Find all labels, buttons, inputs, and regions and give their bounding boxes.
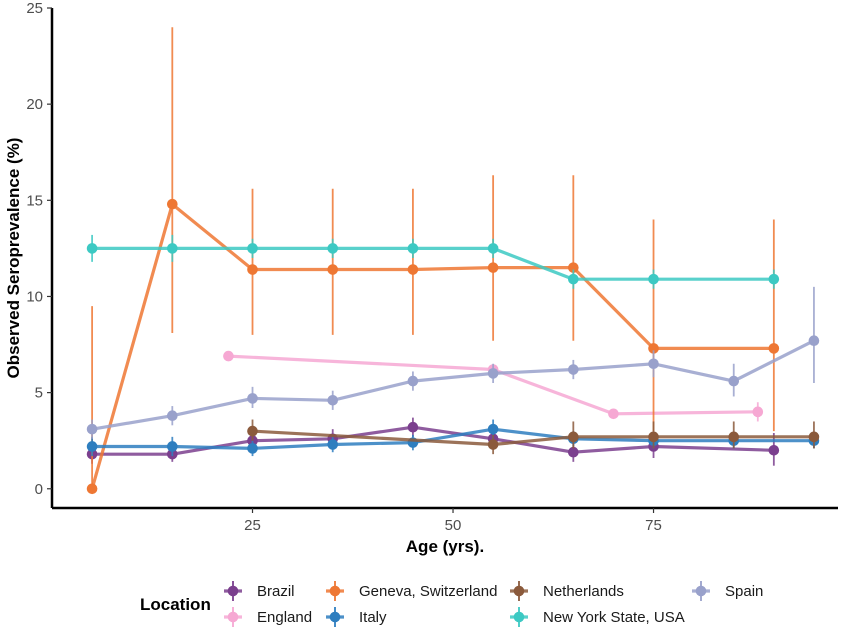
series-line — [92, 427, 814, 450]
y-tick-label: 20 — [26, 96, 43, 113]
data-point — [86, 441, 98, 452]
data-point — [223, 350, 234, 362]
data-point — [568, 262, 579, 273]
data-point — [728, 431, 740, 443]
data-point — [407, 264, 419, 275]
data-point — [752, 406, 764, 418]
x-tick-label: 50 — [445, 517, 462, 534]
data-point — [247, 393, 258, 404]
series-line — [228, 354, 758, 416]
data-point — [247, 243, 258, 254]
data-point — [327, 243, 339, 254]
series-5 — [86, 234, 780, 289]
data-point — [728, 375, 740, 387]
data-point — [568, 273, 579, 285]
data-point — [487, 368, 499, 379]
series-line — [92, 246, 774, 281]
y-tick-label: 0 — [35, 481, 43, 498]
y-tick-label: 15 — [26, 192, 43, 209]
series-6 — [86, 286, 820, 439]
legend-key-point — [329, 585, 341, 597]
y-tick-label: 10 — [26, 288, 43, 305]
data-point — [568, 446, 579, 458]
legend-key-point — [513, 611, 525, 623]
data-point — [487, 243, 499, 254]
data-point — [768, 445, 780, 456]
legend-item-2: Geneva, Switzerland — [326, 581, 497, 601]
data-point — [487, 423, 499, 435]
data-point — [86, 423, 98, 435]
data-point — [407, 375, 419, 387]
data-point — [167, 441, 178, 452]
data-point — [608, 408, 619, 420]
legend-item-1: England — [224, 607, 312, 627]
data-point — [487, 262, 499, 273]
data-point — [648, 431, 659, 443]
data-point — [768, 343, 780, 354]
legend-item-5: New York State, USA — [510, 607, 685, 627]
data-point — [167, 410, 178, 421]
legend-title: Location — [140, 595, 211, 614]
legend-item-4: Netherlands — [510, 581, 624, 601]
data-point — [86, 483, 98, 495]
data-point — [407, 421, 419, 433]
legend-key-point — [227, 611, 239, 623]
data-point — [167, 243, 178, 254]
y-axis-title: Observed Seroprevalence (%) — [4, 138, 23, 379]
legend-label: Italy — [359, 609, 387, 626]
x-tick-label: 75 — [645, 517, 662, 534]
legend-item-6: Spain — [692, 581, 763, 601]
x-tick-label: 25 — [244, 517, 261, 534]
axes: 0 5 10 15 20 25 25 50 75 Age (yrs). Observed Serop… — [4, 0, 838, 556]
data-point — [568, 364, 579, 375]
legend-label: New York State, USA — [543, 609, 685, 626]
series-1 — [223, 350, 764, 422]
plot-area — [86, 27, 820, 495]
legend-label: Brazil — [257, 583, 295, 600]
legend-key-point — [329, 611, 341, 623]
data-point — [648, 343, 659, 354]
series-4 — [247, 419, 820, 455]
series-line — [91, 339, 815, 431]
legend-key-point — [695, 585, 707, 597]
series-2 — [86, 27, 780, 495]
legend-label: Spain — [725, 583, 763, 600]
data-point — [247, 443, 258, 454]
data-point — [568, 431, 579, 443]
legend-key-point — [513, 585, 525, 597]
data-point — [648, 273, 659, 285]
data-point — [808, 431, 820, 443]
data-point — [327, 264, 339, 275]
x-axis-title: Age (yrs). — [406, 537, 484, 556]
y-tick-label: 25 — [26, 0, 43, 17]
data-point — [167, 198, 178, 210]
data-point — [648, 358, 659, 370]
legend-key-point — [227, 585, 239, 597]
data-point — [808, 335, 820, 346]
data-point — [247, 264, 258, 275]
data-point — [487, 439, 499, 450]
data-point — [768, 273, 780, 285]
legend-label: Geneva, Switzerland — [359, 583, 497, 600]
legend-item-0: Brazil — [224, 581, 295, 601]
data-point — [86, 243, 98, 254]
legend-item-3: Italy — [326, 607, 387, 627]
data-point — [327, 439, 339, 450]
series-line — [252, 429, 814, 447]
data-point — [327, 395, 339, 406]
data-point — [407, 243, 419, 254]
y-tick-label: 5 — [35, 385, 43, 402]
legend-label: Netherlands — [543, 583, 624, 600]
legend-label: England — [257, 609, 312, 626]
legend: Location Brazil England Geneva, Switzerland… — [140, 581, 763, 627]
data-point — [247, 425, 258, 437]
